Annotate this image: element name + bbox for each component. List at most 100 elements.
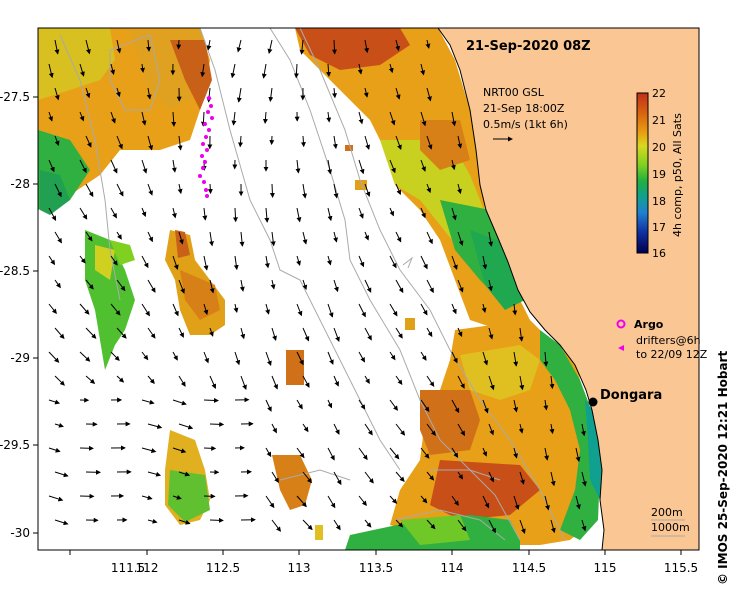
current-vector xyxy=(327,351,334,365)
current-vector xyxy=(110,351,120,362)
current-vector xyxy=(543,399,549,411)
current-vector xyxy=(364,279,372,293)
current-vector xyxy=(488,327,494,340)
current-vector xyxy=(549,375,555,390)
current-vector xyxy=(518,327,524,342)
current-vector xyxy=(146,87,152,100)
current-vector xyxy=(296,447,305,459)
current-vector xyxy=(48,351,60,363)
current-vector xyxy=(543,351,549,367)
current-vector xyxy=(327,303,334,318)
colorbar-tick: 16 xyxy=(652,247,666,260)
lat-tick-label: -29.5 xyxy=(0,438,30,452)
current-vector xyxy=(395,279,404,294)
current-vector xyxy=(265,351,272,367)
depth-legend: 200m 1000m xyxy=(651,506,690,537)
current-vector xyxy=(147,135,154,151)
current-vector xyxy=(327,399,333,409)
current-vector xyxy=(271,519,282,532)
current-vector xyxy=(230,63,236,79)
current-vector xyxy=(171,207,177,219)
current-vector xyxy=(172,255,179,270)
current-vector xyxy=(147,231,153,243)
current-vector xyxy=(389,207,395,217)
current-vector xyxy=(178,279,185,294)
current-vector xyxy=(264,207,270,223)
current-vector xyxy=(333,327,340,343)
current-vector xyxy=(203,255,209,271)
current-vector xyxy=(178,519,191,525)
place-label-dongara: Dongara xyxy=(600,388,662,403)
current-vector xyxy=(457,519,467,532)
current-vector xyxy=(389,447,400,460)
current-vector xyxy=(171,111,177,127)
sst-field xyxy=(38,28,605,550)
current-vector xyxy=(426,87,432,102)
current-vector xyxy=(295,159,301,174)
current-vector xyxy=(116,375,125,383)
current-vector xyxy=(85,183,94,198)
lon-tick-label: 111.5 xyxy=(111,561,145,575)
current-vector xyxy=(209,279,215,294)
current-vector xyxy=(488,519,496,534)
current-vector xyxy=(395,87,401,100)
current-vector xyxy=(302,423,309,433)
current-vector xyxy=(420,303,428,316)
current-vector xyxy=(451,447,459,458)
colorbar: 22 21 20 19 18 17 16 4h comp, p50, All S… xyxy=(636,87,684,260)
current-vector xyxy=(420,63,426,76)
current-vector xyxy=(79,207,88,220)
current-vector xyxy=(54,279,61,289)
current-vector xyxy=(549,423,555,435)
current-vector xyxy=(239,231,245,247)
current-vector xyxy=(141,159,148,174)
current-vector xyxy=(85,39,91,55)
current-vector xyxy=(236,39,242,53)
current-vector xyxy=(333,375,339,387)
current-vector xyxy=(482,495,490,509)
current-vector xyxy=(54,471,69,478)
current-vector xyxy=(519,519,526,534)
current-vector xyxy=(481,303,487,313)
current-vector xyxy=(302,231,308,245)
current-vector xyxy=(395,135,402,151)
current-vector xyxy=(364,39,370,54)
lon-tick-label: 114.5 xyxy=(512,561,546,575)
lon-tick-label: 115.5 xyxy=(664,561,698,575)
current-vector xyxy=(389,111,396,126)
current-vector xyxy=(296,399,303,410)
current-vector xyxy=(364,135,371,150)
current-vector xyxy=(331,39,337,55)
current-vector xyxy=(85,87,91,99)
current-vector xyxy=(110,111,116,124)
current-vector xyxy=(519,471,525,485)
current-vector xyxy=(110,159,118,174)
drifter-label-line1: drifters@6h xyxy=(636,334,701,347)
current-vector xyxy=(300,135,306,148)
current-vector xyxy=(141,447,157,453)
current-vector xyxy=(207,183,213,195)
current-vector xyxy=(513,447,518,459)
current-vector xyxy=(140,63,146,73)
lon-tick-label: 113 xyxy=(288,561,311,575)
current-vector xyxy=(296,303,303,317)
current-vector xyxy=(333,279,339,293)
current-vector xyxy=(177,183,183,195)
current-vector xyxy=(426,327,433,338)
current-vector xyxy=(202,207,208,221)
current-vector xyxy=(327,495,336,509)
current-vector xyxy=(48,63,54,79)
current-vector xyxy=(333,231,338,243)
current-vector xyxy=(426,183,432,194)
current-vector xyxy=(299,39,305,55)
current-vector xyxy=(206,39,212,51)
current-vector xyxy=(265,399,272,412)
current-vector xyxy=(426,471,435,481)
current-vector xyxy=(358,351,365,363)
current-vector xyxy=(203,303,209,316)
current-vector xyxy=(54,135,60,147)
current-vector xyxy=(203,351,209,364)
current-vector xyxy=(265,447,272,458)
current-vector xyxy=(513,495,520,511)
lat-axis: -27.5 -28 -28.5 -29 -29.5 -30 xyxy=(0,90,38,540)
